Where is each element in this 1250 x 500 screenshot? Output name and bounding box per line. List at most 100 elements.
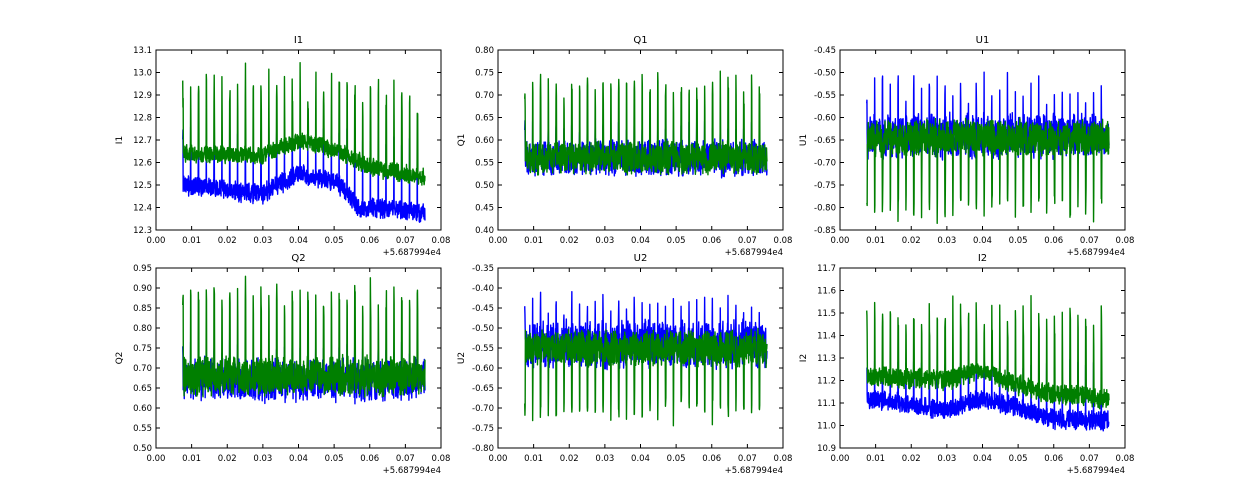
- y-tick-label: -0.50: [814, 69, 836, 79]
- x-tick-label: 0.07: [738, 236, 757, 246]
- y-tick-label: 0.65: [133, 384, 152, 394]
- y-tick-label: -0.35: [472, 264, 494, 274]
- x-tick-label: 0.07: [1080, 236, 1099, 246]
- y-axis-label: U1: [799, 134, 809, 146]
- x-tick-label: 0.01: [182, 454, 201, 464]
- y-tick-label: -0.75: [814, 181, 836, 191]
- y-tick-label: -0.60: [472, 364, 494, 374]
- x-tick-label: 0.01: [866, 236, 885, 246]
- x-tick-label: 0.03: [937, 236, 956, 246]
- y-tick-label: 10.9: [817, 444, 836, 454]
- x-tick-label: 0.03: [595, 454, 614, 464]
- plot-area: [866, 71, 1110, 225]
- y-axis-label: U2: [457, 352, 467, 364]
- y-tick-label: 0.55: [133, 424, 152, 434]
- y-tick-label: -0.80: [472, 444, 494, 454]
- series-line-green: [524, 70, 768, 176]
- plot-area: [524, 291, 768, 427]
- y-tick-label: 0.50: [475, 181, 494, 191]
- x-offset-label: +5.687994e4: [1067, 466, 1125, 476]
- y-tick-label: 11.7: [817, 264, 836, 274]
- x-tick-label: 0.06: [702, 454, 721, 464]
- x-tick-label: 0.01: [182, 236, 201, 246]
- x-tick-label: 0.02: [218, 454, 237, 464]
- x-offset-label: +5.687994e4: [725, 248, 783, 258]
- x-tick-label: 0.00: [489, 236, 508, 246]
- y-tick-label: 0.45: [475, 204, 494, 214]
- y-tick-label: -0.60: [814, 114, 836, 124]
- x-tick-label: 0.02: [560, 236, 579, 246]
- x-tick-label: 0.05: [1009, 236, 1028, 246]
- plot-area: [524, 70, 768, 179]
- x-tick-label: 0.08: [1116, 236, 1135, 246]
- y-tick-label: 11.0: [817, 422, 836, 432]
- subplot-title: Q2: [291, 253, 305, 264]
- y-tick-label: 0.70: [475, 91, 494, 101]
- y-tick-label: 13.1: [133, 46, 152, 56]
- subplot-title: I1: [294, 35, 303, 46]
- y-tick-label: -0.40: [472, 284, 494, 294]
- y-tick-label: 0.60: [475, 136, 494, 146]
- x-tick-label: 0.06: [1044, 236, 1063, 246]
- subplot-title: Q1: [633, 35, 647, 46]
- x-tick-label: 0.04: [631, 236, 650, 246]
- series-line-blue: [866, 358, 1110, 432]
- y-tick-label: 13.0: [133, 69, 152, 79]
- x-offset-label: +5.687994e4: [383, 466, 441, 476]
- y-tick-label: 0.50: [133, 444, 152, 454]
- x-tick-label: 0.04: [289, 236, 308, 246]
- plot-area: [866, 295, 1110, 432]
- x-tick-label: 0.01: [524, 454, 543, 464]
- x-tick-label: 0.02: [902, 454, 921, 464]
- x-tick-label: 0.04: [631, 454, 650, 464]
- plot-area: [182, 275, 426, 405]
- x-tick-label: 0.08: [432, 236, 451, 246]
- x-tick-label: 0.00: [147, 236, 166, 246]
- y-tick-label: 0.85: [133, 304, 152, 314]
- y-tick-label: 11.2: [817, 377, 836, 387]
- x-tick-label: 0.08: [774, 236, 793, 246]
- x-tick-label: 0.03: [937, 454, 956, 464]
- x-tick-label: 0.07: [738, 454, 757, 464]
- y-axis-label: Q2: [115, 352, 125, 365]
- y-tick-label: 12.4: [133, 204, 152, 214]
- y-tick-label: 11.4: [817, 332, 836, 342]
- y-tick-label: 0.75: [133, 344, 152, 354]
- x-tick-label: 0.05: [1009, 454, 1028, 464]
- y-tick-label: 11.5: [817, 309, 836, 319]
- x-tick-label: 0.05: [325, 454, 344, 464]
- subplot-i1: 0.00 0.01 0.02 0.03 0.04 0.05 0.06 0.07 0.08 12.3…: [115, 35, 450, 258]
- x-tick-label: 0.06: [360, 454, 379, 464]
- y-tick-label: 0.95: [133, 264, 152, 274]
- x-tick-label: 0.03: [253, 236, 272, 246]
- y-tick-label: 12.8: [133, 114, 152, 124]
- x-tick-label: 0.05: [667, 454, 686, 464]
- subplot-q2: 0.00 0.01 0.02 0.03 0.04 0.05 0.06 0.07 0.08 0.50…: [115, 253, 450, 476]
- subplot-title: U1: [976, 35, 990, 46]
- x-tick-label: 0.08: [1116, 454, 1135, 464]
- x-tick-label: 0.02: [218, 236, 237, 246]
- y-tick-label: 0.40: [475, 226, 494, 236]
- y-tick-label: 0.55: [475, 159, 494, 169]
- y-tick-label: 0.80: [133, 324, 152, 334]
- series-line-blue: [182, 124, 426, 223]
- x-tick-label: 0.00: [831, 454, 850, 464]
- x-tick-label: 0.02: [902, 236, 921, 246]
- x-offset-label: +5.687994e4: [725, 466, 783, 476]
- y-tick-label: 12.5: [133, 181, 152, 191]
- y-axis-label: Q1: [457, 134, 467, 147]
- x-tick-label: 0.07: [396, 454, 415, 464]
- series-line-green: [866, 295, 1110, 410]
- subplot-u2: 0.00 0.01 0.02 0.03 0.04 0.05 0.06 0.07 0.08 -0.8…: [457, 253, 792, 476]
- y-tick-label: -0.65: [814, 136, 836, 146]
- y-tick-label: 0.60: [133, 404, 152, 414]
- x-tick-label: 0.00: [489, 454, 508, 464]
- x-offset-label: +5.687994e4: [1067, 248, 1125, 258]
- y-tick-label: 11.6: [817, 287, 836, 297]
- subplot-u1: 0.00 0.01 0.02 0.03 0.04 0.05 0.06 0.07 0.08 -0.8…: [799, 35, 1134, 258]
- x-tick-label: 0.06: [702, 236, 721, 246]
- subplot-i2: 0.00 0.01 0.02 0.03 0.04 0.05 0.06 0.07 0.08 10.9…: [799, 253, 1134, 476]
- x-tick-label: 0.03: [595, 236, 614, 246]
- y-tick-label: -0.85: [814, 226, 836, 236]
